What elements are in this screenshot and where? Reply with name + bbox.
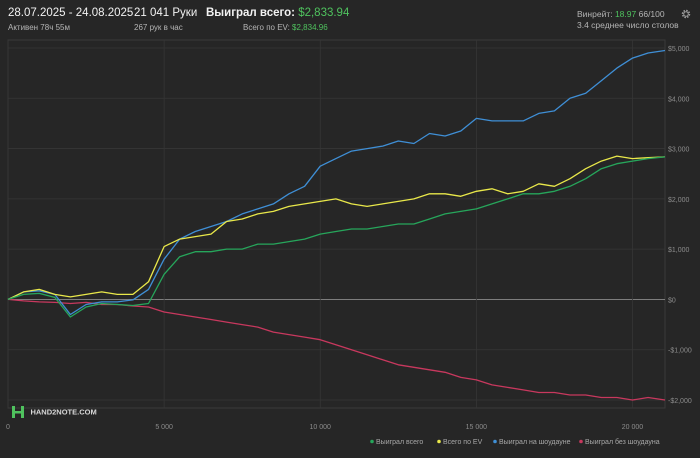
winrate-value: 18.97 — [614, 9, 637, 19]
gear-icon[interactable] — [680, 8, 692, 20]
plot-area — [7, 39, 666, 409]
logo: HAND2NOTE.COM — [12, 403, 97, 421]
winrate: Винрейт: 18.97 66/100 — [577, 9, 665, 19]
series-line-2 — [7, 49, 666, 316]
legend-label: Выиграл на шоудауне — [499, 439, 571, 446]
won-total-value: $2,833.94 — [298, 7, 350, 19]
winrate-rest: 66/100 — [638, 9, 665, 19]
y-tick-label: $1,000 — [668, 247, 690, 254]
ev-total-label: Всего по EV: — [243, 23, 290, 32]
legend-marker — [370, 439, 374, 444]
active-time: Активен 78ч 55м — [8, 23, 70, 32]
winrate-label: Винрейт: — [577, 9, 613, 19]
y-tick-label: -$1,000 — [668, 348, 692, 355]
x-tick-label: 20 000 — [622, 424, 644, 431]
won-total-label: Выиграл всего: — [206, 7, 295, 19]
y-tick-label: $4,000 — [668, 96, 690, 103]
logo-text: HAND2NOTE.COM — [30, 407, 97, 417]
ev-total: Всего по EV: $2,834.96 — [243, 23, 328, 32]
avg-tables: 3.4 среднее число столов — [577, 20, 679, 30]
x-tick-label: 10 000 — [310, 424, 332, 431]
x-tick-label: 0 — [6, 424, 10, 431]
legend-marker — [579, 439, 583, 444]
x-tick-label: 5 000 — [155, 424, 173, 431]
x-tick-label: 15 000 — [466, 424, 488, 431]
y-tick-label: $3,000 — [668, 147, 690, 154]
series-line-1 — [7, 155, 666, 300]
legend-label: Выиграл без шоудауна — [585, 438, 660, 446]
y-tick-label: $0 — [668, 297, 676, 304]
hand2note-logo-icon — [12, 405, 24, 418]
y-tick-label: $2,000 — [668, 197, 690, 204]
y-tick-label: $5,000 — [668, 46, 690, 53]
header: 28.07.2025 - 24.08.2025 Активен 78ч 55м … — [0, 0, 700, 40]
won-total: Выиграл всего: $2,833.94 — [206, 7, 349, 19]
ev-total-value: $2,834.96 — [292, 23, 328, 32]
series-line-0 — [7, 156, 666, 318]
hands-count: 21 041 Руки — [134, 7, 198, 19]
hands-per-hour: 267 рук в час — [134, 23, 183, 32]
legend-label: Выиграл всего — [376, 439, 423, 446]
date-range: 28.07.2025 - 24.08.2025 — [8, 7, 134, 19]
legend-marker — [437, 439, 441, 444]
legend-marker — [493, 439, 497, 444]
legend-label: Всего по EV — [443, 439, 483, 446]
y-tick-label: -$2,000 — [668, 398, 692, 405]
